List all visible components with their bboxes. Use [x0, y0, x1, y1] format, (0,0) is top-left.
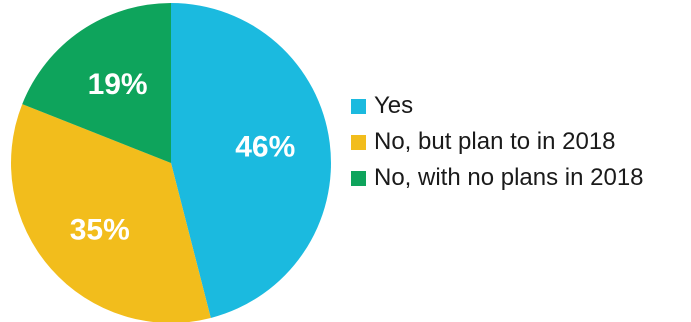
slice-label-yes: 46%: [235, 131, 295, 164]
slice-label-no-plan: 35%: [70, 213, 130, 246]
legend-label-yes: Yes: [374, 92, 414, 119]
legend-label-no-plans: No, with no plans in 2018: [374, 164, 644, 191]
legend-item-no-plans: No, with no plans in 2018: [351, 163, 644, 193]
slice-no-plans: [22, 3, 171, 163]
legend-swatch-no-plans: [351, 170, 366, 186]
slice-no-plan: [11, 104, 211, 322]
slice-yes: [171, 3, 331, 318]
legend-swatch-yes: [351, 98, 366, 114]
legend-swatch-no-plan: [351, 134, 366, 150]
legend-label-no-plan: No, but plan to in 2018: [374, 128, 616, 155]
legend-item-no-plan: No, but plan to in 2018: [351, 127, 644, 157]
slice-label-no-plans: 19%: [88, 68, 148, 101]
legend-item-yes: Yes: [351, 91, 644, 121]
legend: Yes No, but plan to in 2018 No, with no …: [351, 91, 644, 193]
